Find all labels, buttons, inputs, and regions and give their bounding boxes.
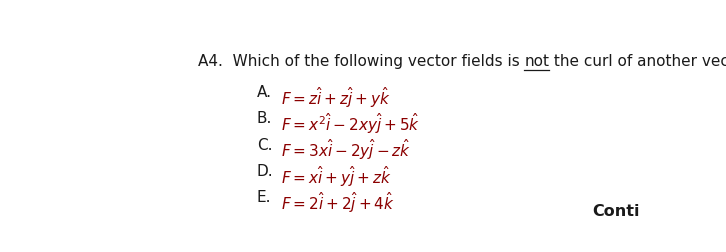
Text: C.: C.: [257, 137, 272, 152]
Text: A4.  Which of the following vector fields is: A4. Which of the following vector fields…: [197, 53, 524, 69]
Text: E.: E.: [257, 189, 272, 204]
Text: $F = x\hat{i} + y\hat{j} + z\hat{k}$: $F = x\hat{i} + y\hat{j} + z\hat{k}$: [281, 163, 392, 188]
Text: $F = x^2\hat{i} - 2xy\hat{j} + 5\hat{k}$: $F = x^2\hat{i} - 2xy\hat{j} + 5\hat{k}$: [281, 111, 420, 136]
Text: not: not: [524, 53, 550, 69]
Text: B.: B.: [257, 111, 272, 126]
Text: Conti: Conti: [592, 204, 640, 218]
Text: $F = z\hat{i} + z\hat{j} + y\hat{k}$: $F = z\hat{i} + z\hat{j} + y\hat{k}$: [281, 85, 391, 109]
Text: D.: D.: [257, 163, 274, 178]
Text: $F = 3x\hat{i} - 2y\hat{j} - z\hat{k}$: $F = 3x\hat{i} - 2y\hat{j} - z\hat{k}$: [281, 137, 411, 162]
Text: the curl of another vector field?: the curl of another vector field?: [550, 53, 726, 69]
Text: $F = 2\hat{i} + 2\hat{j} + 4\hat{k}$: $F = 2\hat{i} + 2\hat{j} + 4\hat{k}$: [281, 189, 395, 214]
Text: A.: A.: [257, 85, 272, 100]
